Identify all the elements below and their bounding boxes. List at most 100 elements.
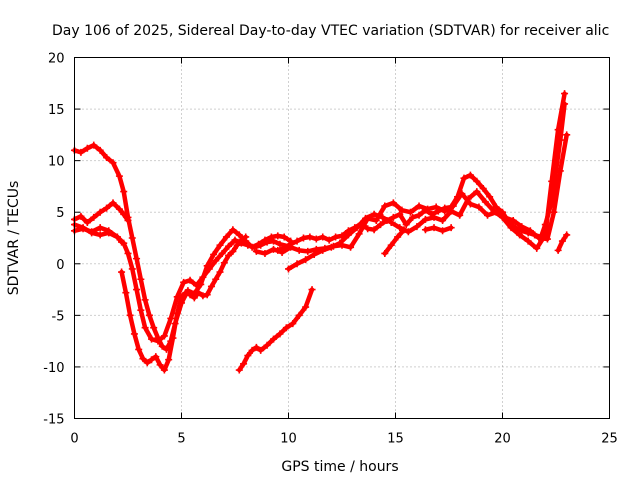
data-point — [252, 247, 260, 255]
y-tick-label: -15 — [43, 413, 64, 428]
data-point — [344, 231, 352, 239]
data-point — [199, 273, 207, 281]
data-point — [130, 330, 138, 338]
data-point — [387, 241, 395, 249]
data-point — [218, 249, 226, 257]
data-point — [257, 241, 265, 249]
data-point — [120, 210, 128, 218]
data-point — [396, 210, 404, 218]
data-point — [210, 251, 218, 259]
plot-frame — [74, 57, 610, 419]
data-point — [252, 343, 260, 351]
data-point — [222, 233, 230, 241]
data-point — [524, 237, 532, 245]
series-track-12 — [554, 231, 571, 254]
x-tick-label: 5 — [177, 432, 185, 447]
data-point — [141, 324, 149, 332]
x-axis-label: GPS time / hours — [281, 459, 398, 475]
data-point — [409, 213, 417, 221]
data-point — [370, 226, 378, 234]
data-point — [421, 215, 429, 223]
data-point — [207, 282, 215, 290]
data-point — [458, 190, 466, 198]
data-point — [424, 205, 432, 213]
data-point — [441, 207, 449, 215]
data-point — [430, 213, 438, 221]
data-point — [321, 244, 329, 252]
data-point — [289, 320, 297, 328]
data-point — [235, 366, 243, 374]
data-point — [295, 246, 303, 254]
data-point — [270, 335, 278, 343]
data-point — [278, 248, 286, 256]
data-point — [77, 148, 85, 156]
x-tick-label: 0 — [70, 432, 78, 447]
data-point — [518, 223, 526, 231]
data-point — [274, 232, 282, 240]
data-point — [381, 249, 389, 257]
data-point — [389, 199, 397, 207]
data-point — [439, 227, 447, 235]
series-track-2 — [71, 199, 132, 227]
data-point — [231, 236, 239, 244]
x-tick-label: 10 — [280, 432, 297, 447]
data-point — [561, 90, 569, 98]
data-point — [319, 233, 327, 241]
data-point — [103, 154, 111, 162]
y-tick-label: -5 — [52, 309, 65, 324]
y-tick-label: -10 — [43, 361, 64, 376]
data-point — [306, 233, 314, 241]
data-point — [479, 184, 487, 192]
y-tick-label: 20 — [48, 52, 65, 67]
data-point — [186, 291, 194, 299]
data-point — [152, 353, 160, 361]
data-point — [387, 219, 395, 227]
data-point — [355, 230, 363, 238]
data-point — [543, 235, 551, 243]
data-point — [216, 268, 224, 276]
y-axis-label: SDTVAR / TECUs — [6, 181, 22, 296]
data-point — [216, 241, 224, 249]
data-point — [406, 208, 414, 216]
data-point — [563, 131, 571, 139]
data-point — [248, 346, 256, 354]
data-point — [103, 204, 111, 212]
data-point — [481, 198, 489, 206]
data-point — [118, 238, 126, 246]
data-point — [257, 346, 265, 354]
data-point — [109, 159, 117, 167]
data-point — [295, 311, 303, 319]
data-point — [473, 188, 481, 196]
x-tick-label: 20 — [494, 432, 511, 447]
data-point — [329, 242, 337, 250]
data-point — [466, 171, 474, 179]
data-point — [293, 260, 301, 268]
data-point — [250, 243, 258, 251]
data-point — [516, 231, 524, 239]
data-point — [276, 240, 284, 248]
data-point — [430, 224, 438, 232]
data-point — [128, 265, 136, 273]
data-point — [160, 366, 168, 374]
y-tick-label: 10 — [48, 155, 65, 170]
data-point — [556, 167, 564, 175]
data-point — [439, 216, 447, 224]
data-point — [447, 224, 455, 232]
data-point — [404, 228, 412, 236]
data-point — [115, 172, 123, 180]
data-point — [244, 352, 252, 360]
data-point — [137, 275, 145, 283]
data-point — [486, 193, 494, 201]
data-point — [377, 221, 385, 229]
data-point — [124, 216, 132, 224]
chart-title: Day 106 of 2025, Sidereal Day-to-day VTE… — [52, 23, 609, 39]
data-point — [178, 293, 185, 301]
data-point — [83, 144, 91, 152]
data-point — [133, 286, 141, 294]
data-point — [229, 247, 237, 255]
data-point — [396, 224, 404, 232]
data-point — [364, 214, 372, 222]
data-point — [88, 229, 96, 237]
data-point — [302, 303, 310, 311]
data-point — [312, 245, 320, 253]
